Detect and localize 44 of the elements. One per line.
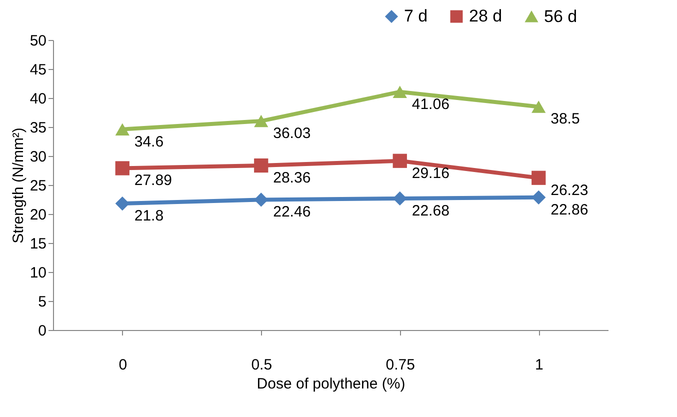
point bbox=[392, 154, 407, 168]
y-tick-label: 15 bbox=[30, 236, 46, 252]
y-tick-label: 30 bbox=[30, 148, 46, 166]
point bbox=[392, 86, 407, 98]
data-label: 22.86 bbox=[550, 201, 588, 218]
point bbox=[254, 158, 268, 173]
point bbox=[532, 190, 546, 204]
x-tick-label: 0.5 bbox=[251, 356, 272, 374]
point bbox=[532, 170, 546, 185]
data-label: 26.23 bbox=[550, 182, 588, 199]
data-label: 41.06 bbox=[412, 96, 450, 113]
y-tick-label: 10 bbox=[30, 264, 46, 282]
y-tick-label: 25 bbox=[30, 178, 46, 194]
y-axis-title: Strength (N/mm²) bbox=[10, 128, 27, 244]
x-tick-label: 1 bbox=[534, 356, 544, 374]
y-tick-label: 5 bbox=[38, 294, 46, 310]
legend-label: 7 d bbox=[404, 6, 428, 26]
legend-label: 56 d bbox=[544, 6, 578, 26]
point bbox=[254, 192, 268, 207]
y-tick-label: 20 bbox=[30, 206, 46, 224]
x-tick-label: 0 bbox=[118, 356, 128, 374]
data-label: 21.8 bbox=[134, 208, 164, 225]
x-axis-title: Dose of polythene (%) bbox=[256, 376, 406, 392]
data-label: 28.36 bbox=[273, 170, 311, 187]
point bbox=[254, 114, 268, 128]
y-tick-label: 0 bbox=[38, 322, 46, 340]
point bbox=[115, 196, 130, 211]
point bbox=[115, 161, 130, 176]
y-tick-label: 45 bbox=[30, 62, 46, 78]
y-tick-label: 35 bbox=[30, 120, 46, 136]
y-tick-label: 40 bbox=[30, 90, 46, 108]
point bbox=[392, 191, 407, 206]
legend-label: 28 d bbox=[469, 6, 502, 26]
data-label: 34.6 bbox=[134, 133, 164, 150]
data-label: 22.46 bbox=[273, 204, 311, 221]
data-label: 38.5 bbox=[550, 110, 580, 128]
data-label: 22.68 bbox=[412, 202, 450, 220]
x-tick-label: 0.75 bbox=[386, 356, 415, 374]
data-label: 36.03 bbox=[273, 125, 311, 142]
data-label: 29.16 bbox=[412, 164, 450, 182]
point bbox=[115, 123, 130, 136]
point bbox=[532, 100, 546, 113]
data-label: 27.89 bbox=[134, 172, 172, 190]
y-tick-label: 50 bbox=[30, 32, 46, 50]
